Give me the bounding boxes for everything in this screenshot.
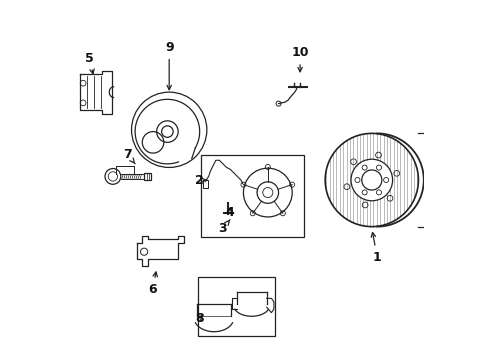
Text: 3: 3: [218, 220, 230, 235]
Text: 10: 10: [291, 46, 308, 72]
Text: 8: 8: [195, 311, 203, 325]
Text: 5: 5: [85, 51, 94, 74]
Text: 4: 4: [225, 206, 234, 219]
Text: 1: 1: [370, 233, 381, 264]
Bar: [198, 277, 274, 336]
Bar: [203, 180, 208, 188]
Bar: [201, 155, 303, 237]
Text: 2: 2: [195, 174, 206, 186]
Bar: [144, 173, 151, 180]
Text: 9: 9: [164, 41, 173, 90]
Text: 7: 7: [123, 148, 135, 164]
Text: 6: 6: [148, 272, 157, 296]
